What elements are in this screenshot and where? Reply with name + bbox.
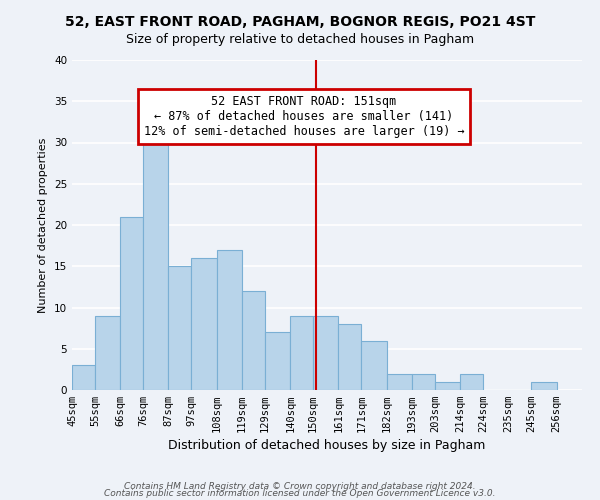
Text: Contains public sector information licensed under the Open Government Licence v3: Contains public sector information licen… [104, 489, 496, 498]
Bar [338, 324, 361, 390]
Bar [361, 340, 387, 390]
Bar [169, 266, 191, 390]
Text: Size of property relative to detached houses in Pagham: Size of property relative to detached ho… [126, 32, 474, 46]
Bar [120, 217, 143, 390]
Text: 52 EAST FRONT ROAD: 151sqm
← 87% of detached houses are smaller (141)
12% of sem: 52 EAST FRONT ROAD: 151sqm ← 87% of deta… [144, 94, 464, 138]
X-axis label: Distribution of detached houses by size in Pagham: Distribution of detached houses by size … [169, 440, 485, 452]
Bar [435, 382, 460, 390]
Bar [412, 374, 435, 390]
Text: 52, EAST FRONT ROAD, PAGHAM, BOGNOR REGIS, PO21 4ST: 52, EAST FRONT ROAD, PAGHAM, BOGNOR REGI… [65, 15, 535, 29]
Bar [460, 374, 483, 390]
Bar [313, 316, 338, 390]
Bar [72, 365, 95, 390]
Bar [387, 374, 412, 390]
Bar [242, 291, 265, 390]
Bar [217, 250, 242, 390]
Bar [532, 382, 557, 390]
Text: Contains HM Land Registry data © Crown copyright and database right 2024.: Contains HM Land Registry data © Crown c… [124, 482, 476, 491]
Bar [290, 316, 313, 390]
Bar [143, 134, 169, 390]
Bar [265, 332, 290, 390]
Bar [191, 258, 217, 390]
Y-axis label: Number of detached properties: Number of detached properties [38, 138, 49, 312]
Bar [95, 316, 120, 390]
